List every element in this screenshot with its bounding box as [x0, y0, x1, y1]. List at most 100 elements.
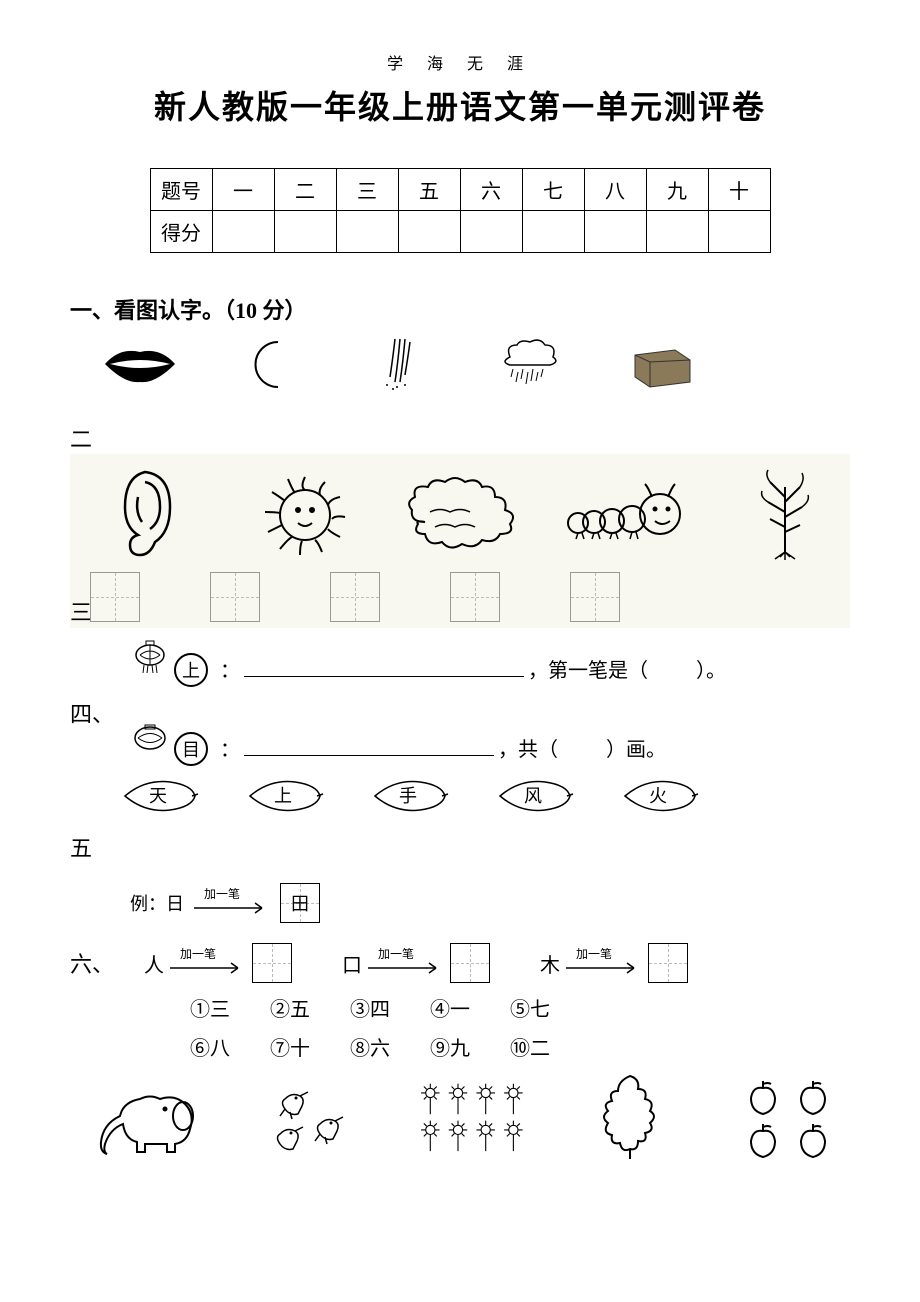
stroke-row: 六、 人 加一笔 口 加一笔 木 加一笔 — [70, 943, 850, 983]
svg-text:风: 风 — [524, 786, 542, 806]
char-text: 木 — [540, 949, 560, 978]
table-cell: 五 — [398, 169, 460, 211]
write-box — [330, 572, 380, 622]
num-item: ⑤七 — [510, 993, 550, 1022]
block-icon — [620, 337, 700, 392]
table-cell — [708, 211, 770, 253]
section-number: 六、 — [70, 947, 114, 979]
table-cell — [646, 211, 708, 253]
leaf-item: 天 — [120, 776, 200, 816]
section-number: 五 — [70, 831, 850, 863]
num-item: ⑨九 — [430, 1032, 470, 1061]
svg-text:加一笔: 加一笔 — [180, 948, 216, 961]
svg-text:上: 上 — [274, 786, 292, 806]
table-cell — [460, 211, 522, 253]
waterfall-icon — [360, 337, 440, 392]
table-cell — [584, 211, 646, 253]
fill-line-1: 上 ： ，第一笔是（ ）。 — [130, 637, 850, 687]
section-number: 二 — [70, 422, 850, 454]
write-box — [570, 572, 620, 622]
suffix-text: ，第一笔是（ — [528, 654, 648, 683]
end-text: ）画。 — [606, 733, 666, 762]
char-circle: 目 — [174, 732, 208, 766]
write-box — [450, 572, 500, 622]
page-title: 新人教版一年级上册语文第一单元测评卷 — [70, 82, 850, 128]
bottom-icons-row — [70, 1071, 850, 1161]
result-box — [450, 943, 490, 983]
table-cell: 一 — [212, 169, 274, 211]
char-circle: 上 — [174, 653, 208, 687]
header-subtitle: 学 海 无 涯 — [70, 50, 850, 74]
section-title: 一、看图认字。（10 分） — [70, 293, 850, 325]
num-item: ⑥八 — [190, 1032, 230, 1061]
section-5: 五 例：日 加一笔 田 — [70, 831, 850, 923]
table-cell — [212, 211, 274, 253]
row-label: 得分 — [150, 211, 212, 253]
lantern-icon — [130, 719, 170, 759]
icons-row — [70, 337, 850, 392]
stroke-item: 木 加一笔 — [540, 943, 688, 983]
num-item: ⑦十 — [270, 1032, 310, 1061]
arrow-icon: 加一笔 — [192, 888, 272, 918]
lantern-icon — [130, 637, 170, 677]
table-cell: 三 — [336, 169, 398, 211]
result-box — [648, 943, 688, 983]
stroke-item: 口 加一笔 — [342, 943, 490, 983]
num-item: ④一 — [430, 993, 470, 1022]
svg-text:加一笔: 加一笔 — [576, 948, 612, 961]
char-text: 口 — [342, 949, 362, 978]
leaf-icon — [570, 1071, 690, 1161]
leaf-item: 风 — [495, 776, 575, 816]
leaf-item: 火 — [620, 776, 700, 816]
result-box — [252, 943, 292, 983]
write-box — [210, 572, 260, 622]
end-text: ）。 — [696, 654, 726, 683]
table-cell: 七 — [522, 169, 584, 211]
number-row-2: ⑥八 ⑦十 ⑧六 ⑨九 ⑩二 — [70, 1032, 850, 1061]
section-6: 六、 人 加一笔 口 加一笔 木 加一笔 ①三 ②五 ③四 ④一 ⑤七 ⑥八 ⑦… — [70, 943, 850, 1161]
svg-text:天: 天 — [149, 786, 167, 806]
suffix-text: ，共（ — [498, 733, 558, 762]
num-item: ⑧六 — [350, 1032, 390, 1061]
table-cell — [522, 211, 584, 253]
sun-lion-icon — [240, 464, 370, 564]
leaf-row: 天 上 手 风 火 — [70, 776, 850, 816]
table-cell: 八 — [584, 169, 646, 211]
sunflowers-icon — [410, 1071, 530, 1161]
arrow-icon: 加一笔 — [564, 948, 644, 978]
svg-text:加一笔: 加一笔 — [378, 948, 414, 961]
char-text: 人 — [144, 949, 164, 978]
fill-line-2: 目 ： ，共（ ）画。 — [130, 719, 850, 766]
table-cell: 二 — [274, 169, 336, 211]
leaf-item: 手 — [370, 776, 450, 816]
ear-icon — [80, 464, 210, 564]
table-cell — [274, 211, 336, 253]
score-table: 题号 一 二 三 五 六 七 八 九 十 得分 — [150, 168, 771, 253]
cloud-icon — [400, 464, 530, 564]
arrow-icon: 加一笔 — [168, 948, 248, 978]
example-row: 例：日 加一笔 田 — [70, 883, 850, 923]
num-item: ①三 — [190, 993, 230, 1022]
table-cell — [398, 211, 460, 253]
plant-icon — [720, 464, 850, 564]
row-label: 题号 — [150, 169, 212, 211]
images-row — [70, 454, 850, 572]
svg-text:火: 火 — [649, 786, 667, 806]
stroke-item: 人 加一笔 — [144, 943, 292, 983]
table-cell: 九 — [646, 169, 708, 211]
leaf-item: 上 — [245, 776, 325, 816]
birds-icon — [250, 1071, 370, 1161]
result-box: 田 — [280, 883, 320, 923]
num-item: ⑩二 — [510, 1032, 550, 1061]
table-cell: 十 — [708, 169, 770, 211]
write-box — [90, 572, 140, 622]
number-row-1: ①三 ②五 ③四 ④一 ⑤七 — [70, 993, 850, 1022]
apples-icon — [730, 1071, 850, 1161]
section-1: 一、看图认字。（10 分） — [70, 293, 850, 392]
caterpillar-icon — [560, 464, 690, 564]
mouth-icon — [100, 337, 180, 392]
colon-text: ： — [220, 654, 240, 683]
svg-text:加一笔: 加一笔 — [204, 888, 240, 901]
table-row: 得分 — [150, 211, 770, 253]
svg-text:手: 手 — [399, 786, 417, 806]
